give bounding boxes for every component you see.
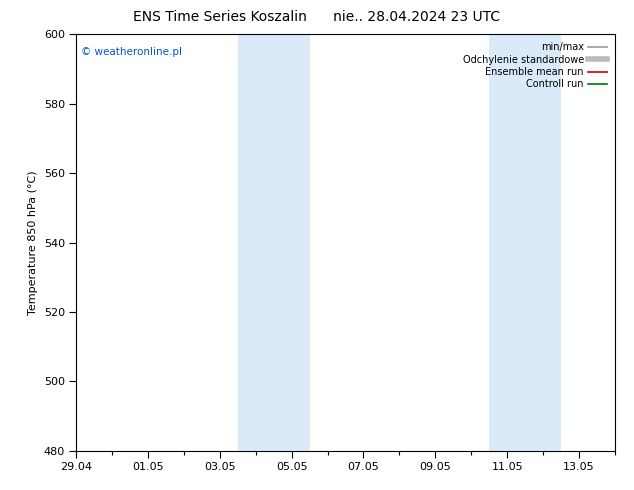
Text: © weatheronline.pl: © weatheronline.pl <box>81 47 183 57</box>
Legend: min/max, Odchylenie standardowe, Ensemble mean run, Controll run: min/max, Odchylenie standardowe, Ensembl… <box>460 39 610 92</box>
Bar <box>489 34 561 451</box>
Y-axis label: Temperature 850 hPa (°C): Temperature 850 hPa (°C) <box>28 170 38 315</box>
Bar <box>238 34 309 451</box>
Text: ENS Time Series Koszalin      nie.. 28.04.2024 23 UTC: ENS Time Series Koszalin nie.. 28.04.202… <box>133 10 501 24</box>
